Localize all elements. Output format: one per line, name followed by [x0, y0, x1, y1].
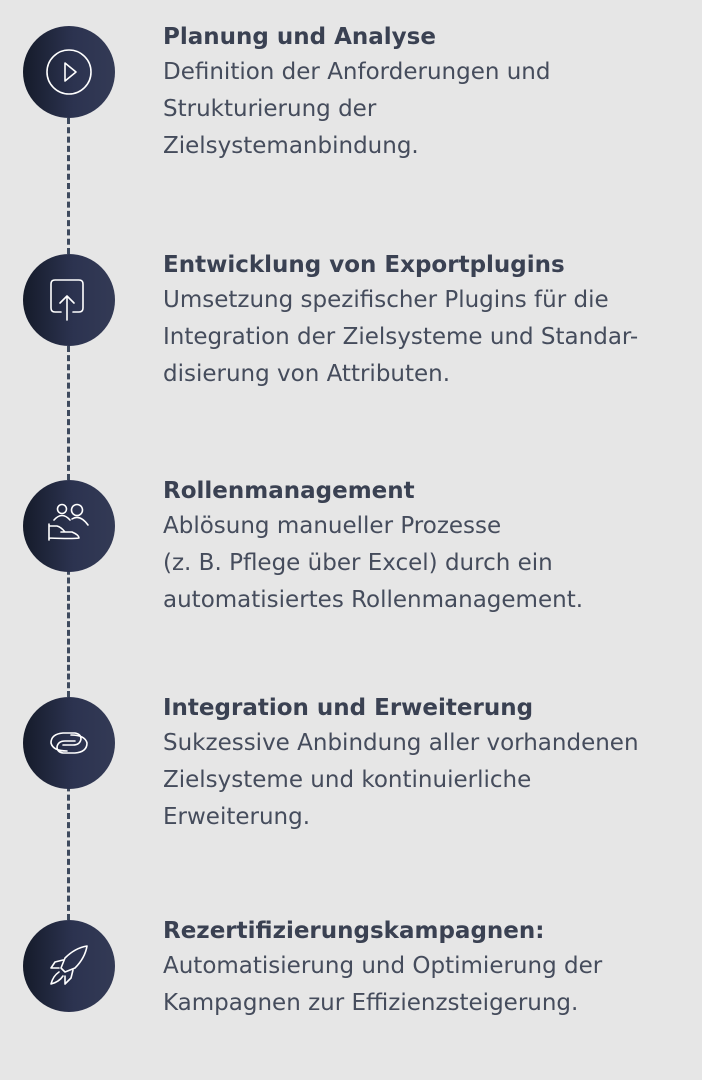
description-line: Kampagnen zur Effizienzsteigerung. — [163, 990, 579, 1016]
step-title: Planung und Analyse — [163, 24, 436, 50]
description-line: Strukturierung der — [163, 96, 377, 122]
description-line: (z. B. Pflege über Excel) durch ein — [163, 550, 553, 576]
timeline-connector — [67, 767, 70, 920]
description-line: Zielsysteme und kontinuierliche — [163, 767, 532, 793]
rocket-icon — [50, 945, 88, 985]
description-line: Definition der Anforderungen und — [163, 59, 551, 85]
step-description: Sukzessive Anbindung aller vorhandenen Zi… — [163, 725, 693, 836]
description-line: Sukzessive Anbindung aller vorhandenen — [163, 730, 639, 756]
step-1-badge — [23, 26, 115, 118]
description-line: automatisiertes Rollenmanagement. — [163, 587, 584, 613]
description-line: Integration der Zielsysteme und Standar- — [163, 324, 639, 350]
upload-icon — [50, 279, 84, 321]
description-line: disierung von Attributen. — [163, 361, 451, 387]
description-line: Automatisierung und Optimierung der — [163, 953, 603, 979]
link-icon — [50, 732, 88, 754]
step-title: Rollenmanagement — [163, 478, 415, 504]
step-5-badge — [23, 920, 115, 1012]
step-5: Rezertifizierungskampagnen: Automatisier… — [163, 914, 693, 1022]
description-line: Erweiterung. — [163, 804, 311, 830]
step-4: Integration und Erweiterung Sukzessive A… — [163, 691, 693, 836]
step-description: Ablösung manueller Prozesse (z. B. Pflege… — [163, 508, 693, 619]
step-title: Rezertifizierungskampagnen: — [163, 918, 545, 944]
description-line: Ablösung manueller Prozesse — [163, 513, 502, 539]
step-1: Planung und Analyse Definition der Anfor… — [163, 20, 693, 165]
users-hand-icon — [48, 503, 89, 541]
step-description: Definition der Anforderungen und Struktur… — [163, 54, 693, 165]
timeline-connector — [67, 560, 70, 697]
play-circle-icon — [46, 49, 92, 95]
step-title: Integration und Erweiterung — [163, 695, 534, 721]
description-line: Zielsystemanbindung. — [163, 133, 419, 159]
step-4-badge — [23, 697, 115, 789]
description-line: Umsetzung spezifischer Plugins für die — [163, 287, 609, 313]
step-title: Entwicklung von Exportplugins — [163, 252, 565, 278]
step-2: Entwicklung von Exportplugins Umsetzung … — [163, 248, 693, 393]
step-description: Automatisierung und Optimierung der Kampa… — [163, 948, 693, 1022]
step-3-badge — [23, 480, 115, 572]
step-2-badge — [23, 254, 115, 346]
timeline-connector — [67, 346, 70, 480]
step-description: Umsetzung spezifischer Plugins für die In… — [163, 282, 693, 393]
timeline-connector — [67, 118, 70, 254]
step-3: Rollenmanagement Ablösung manueller Proz… — [163, 474, 693, 619]
